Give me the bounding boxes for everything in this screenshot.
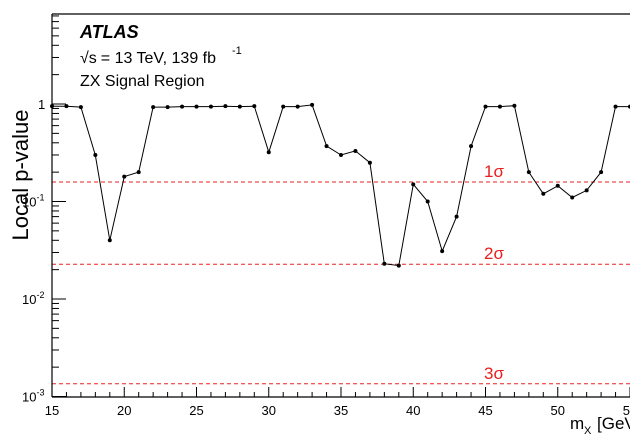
x-tick-label: 30 — [262, 403, 276, 418]
y-tick-label: 10-2 — [22, 290, 44, 307]
y-axis-label: Local p-value — [8, 110, 33, 241]
data-point — [78, 105, 83, 110]
data-point — [440, 249, 445, 254]
data-point — [295, 104, 300, 109]
energy-text: = 13 TeV, 139 fb — [101, 50, 216, 67]
data-point — [454, 214, 459, 219]
x-tick-label: 50 — [551, 403, 565, 418]
x-tick-label: 55 — [623, 403, 630, 418]
data-point — [151, 105, 156, 110]
experiment-label: ATLAS — [79, 22, 139, 42]
x-tick-label: 40 — [406, 403, 420, 418]
x-label-sub: X — [584, 425, 592, 435]
data-point — [93, 152, 98, 157]
data-point — [584, 188, 589, 193]
data-point — [396, 263, 401, 268]
region-label: ZX Signal Region — [80, 73, 205, 90]
sqrt-s-symbol: √s — [80, 50, 97, 67]
x-axis-label: m X [GeV] — [570, 414, 630, 435]
x-tick-label: 35 — [334, 403, 348, 418]
x-label-unit: [GeV] — [597, 414, 630, 433]
data-point — [122, 174, 127, 179]
data-point — [237, 104, 242, 109]
data-point — [555, 183, 560, 188]
data-point — [367, 160, 372, 165]
data-point — [223, 104, 228, 109]
x-tick-label: 45 — [478, 403, 492, 418]
data-point — [425, 199, 430, 204]
sigma-label-2: 2σ — [484, 244, 504, 263]
data-point — [266, 150, 271, 155]
data-point — [324, 144, 329, 149]
lumi-exponent: -1 — [232, 45, 242, 57]
data-point — [599, 170, 604, 175]
svg-text:√s= 13 TeV, 139 fb: √s = 13 TeV, 139 fb — [80, 50, 216, 67]
x-tick-label: 20 — [117, 403, 131, 418]
energy-label: √s = 13 TeV, 139 fb -1 — [80, 45, 242, 67]
x-tick-label: 25 — [189, 403, 203, 418]
data-point — [194, 104, 199, 109]
x-tick-label: 15 — [45, 403, 59, 418]
data-point — [469, 144, 474, 149]
y-tick-label: 10-3 — [22, 388, 44, 405]
data-point — [541, 191, 546, 196]
data-point — [339, 152, 343, 157]
data-point — [252, 104, 257, 109]
data-point — [64, 104, 69, 109]
data-point — [165, 105, 170, 110]
data-point — [310, 102, 315, 107]
y-tick-label: 1 — [38, 97, 45, 112]
data-point — [570, 195, 575, 200]
data-point — [613, 104, 618, 109]
data-point — [136, 170, 141, 175]
data-point — [497, 104, 502, 109]
sigma-label-3: 3σ — [484, 364, 504, 383]
sigma-label-1: 1σ — [484, 162, 504, 181]
data-point — [382, 261, 387, 266]
series-line — [52, 104, 630, 267]
data-point — [411, 182, 416, 187]
data-point — [353, 148, 358, 153]
data-point — [526, 170, 531, 175]
y-tick-label: 10-1 — [22, 193, 44, 210]
data-point — [107, 238, 112, 243]
data-point — [180, 104, 185, 109]
svg-text:m: m — [570, 414, 584, 433]
data-point — [483, 104, 488, 109]
data-point — [512, 103, 517, 108]
x-label-main: m — [570, 414, 584, 433]
data-point — [281, 104, 286, 109]
data-point — [208, 104, 213, 109]
